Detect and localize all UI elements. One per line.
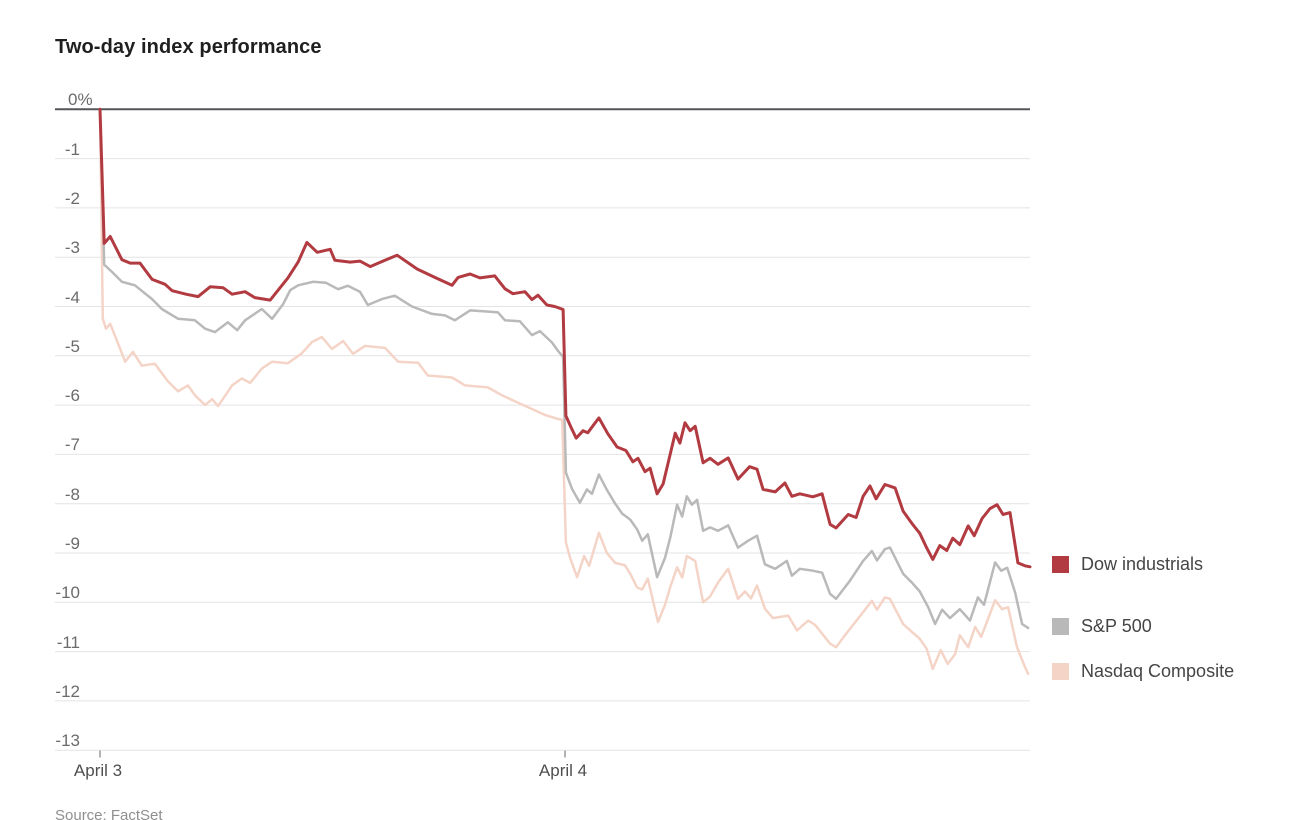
y-axis-label: -10 bbox=[55, 583, 80, 603]
legend-swatch-icon bbox=[1052, 555, 1069, 573]
source-note: Source: FactSet bbox=[55, 807, 163, 820]
x-axis-ticks bbox=[99, 750, 566, 758]
x-axis-label: April 4 bbox=[538, 761, 588, 780]
legend-label: S&P 500 bbox=[1081, 616, 1152, 636]
legend-swatch-icon bbox=[1052, 617, 1069, 635]
gridlines bbox=[55, 108, 1030, 751]
y-axis-label: -11 bbox=[56, 632, 80, 652]
y-axis-label: -3 bbox=[64, 238, 80, 258]
series-lines bbox=[98, 107, 1032, 676]
y-axis-label: -2 bbox=[64, 188, 80, 208]
y-axis-label: -6 bbox=[64, 386, 80, 406]
y-axis-label: -8 bbox=[64, 484, 80, 504]
legend-swatch-icon bbox=[1052, 662, 1069, 680]
legend-label: Nasdaq Composite bbox=[1081, 661, 1235, 681]
legend-item-nasdaq-composite: Nasdaq Composite bbox=[1052, 662, 1234, 680]
y-axis-label: 0% bbox=[68, 90, 93, 110]
y-axis-label: -13 bbox=[55, 731, 80, 751]
y-axis-label: -9 bbox=[64, 534, 80, 553]
dow-industrials-line bbox=[98, 107, 1032, 569]
y-axis-label: -1 bbox=[64, 139, 80, 159]
y-axis-label: -7 bbox=[64, 435, 80, 455]
y-axis-label: -4 bbox=[64, 287, 80, 307]
y-axis-label: -5 bbox=[64, 336, 80, 356]
nasdaq-composite-line bbox=[98, 108, 1030, 676]
chart-title: Two-day index performance bbox=[55, 36, 322, 58]
legend-label: Dow industrials bbox=[1081, 554, 1204, 574]
x-axis-label: April 3 bbox=[73, 761, 123, 780]
legend-item-s-p-500: S&P 500 bbox=[1052, 617, 1152, 635]
legend-item-dow-industrials: Dow industrials bbox=[1052, 555, 1203, 573]
y-axis-label: -12 bbox=[55, 681, 80, 701]
s-p-500-line bbox=[98, 108, 1030, 630]
